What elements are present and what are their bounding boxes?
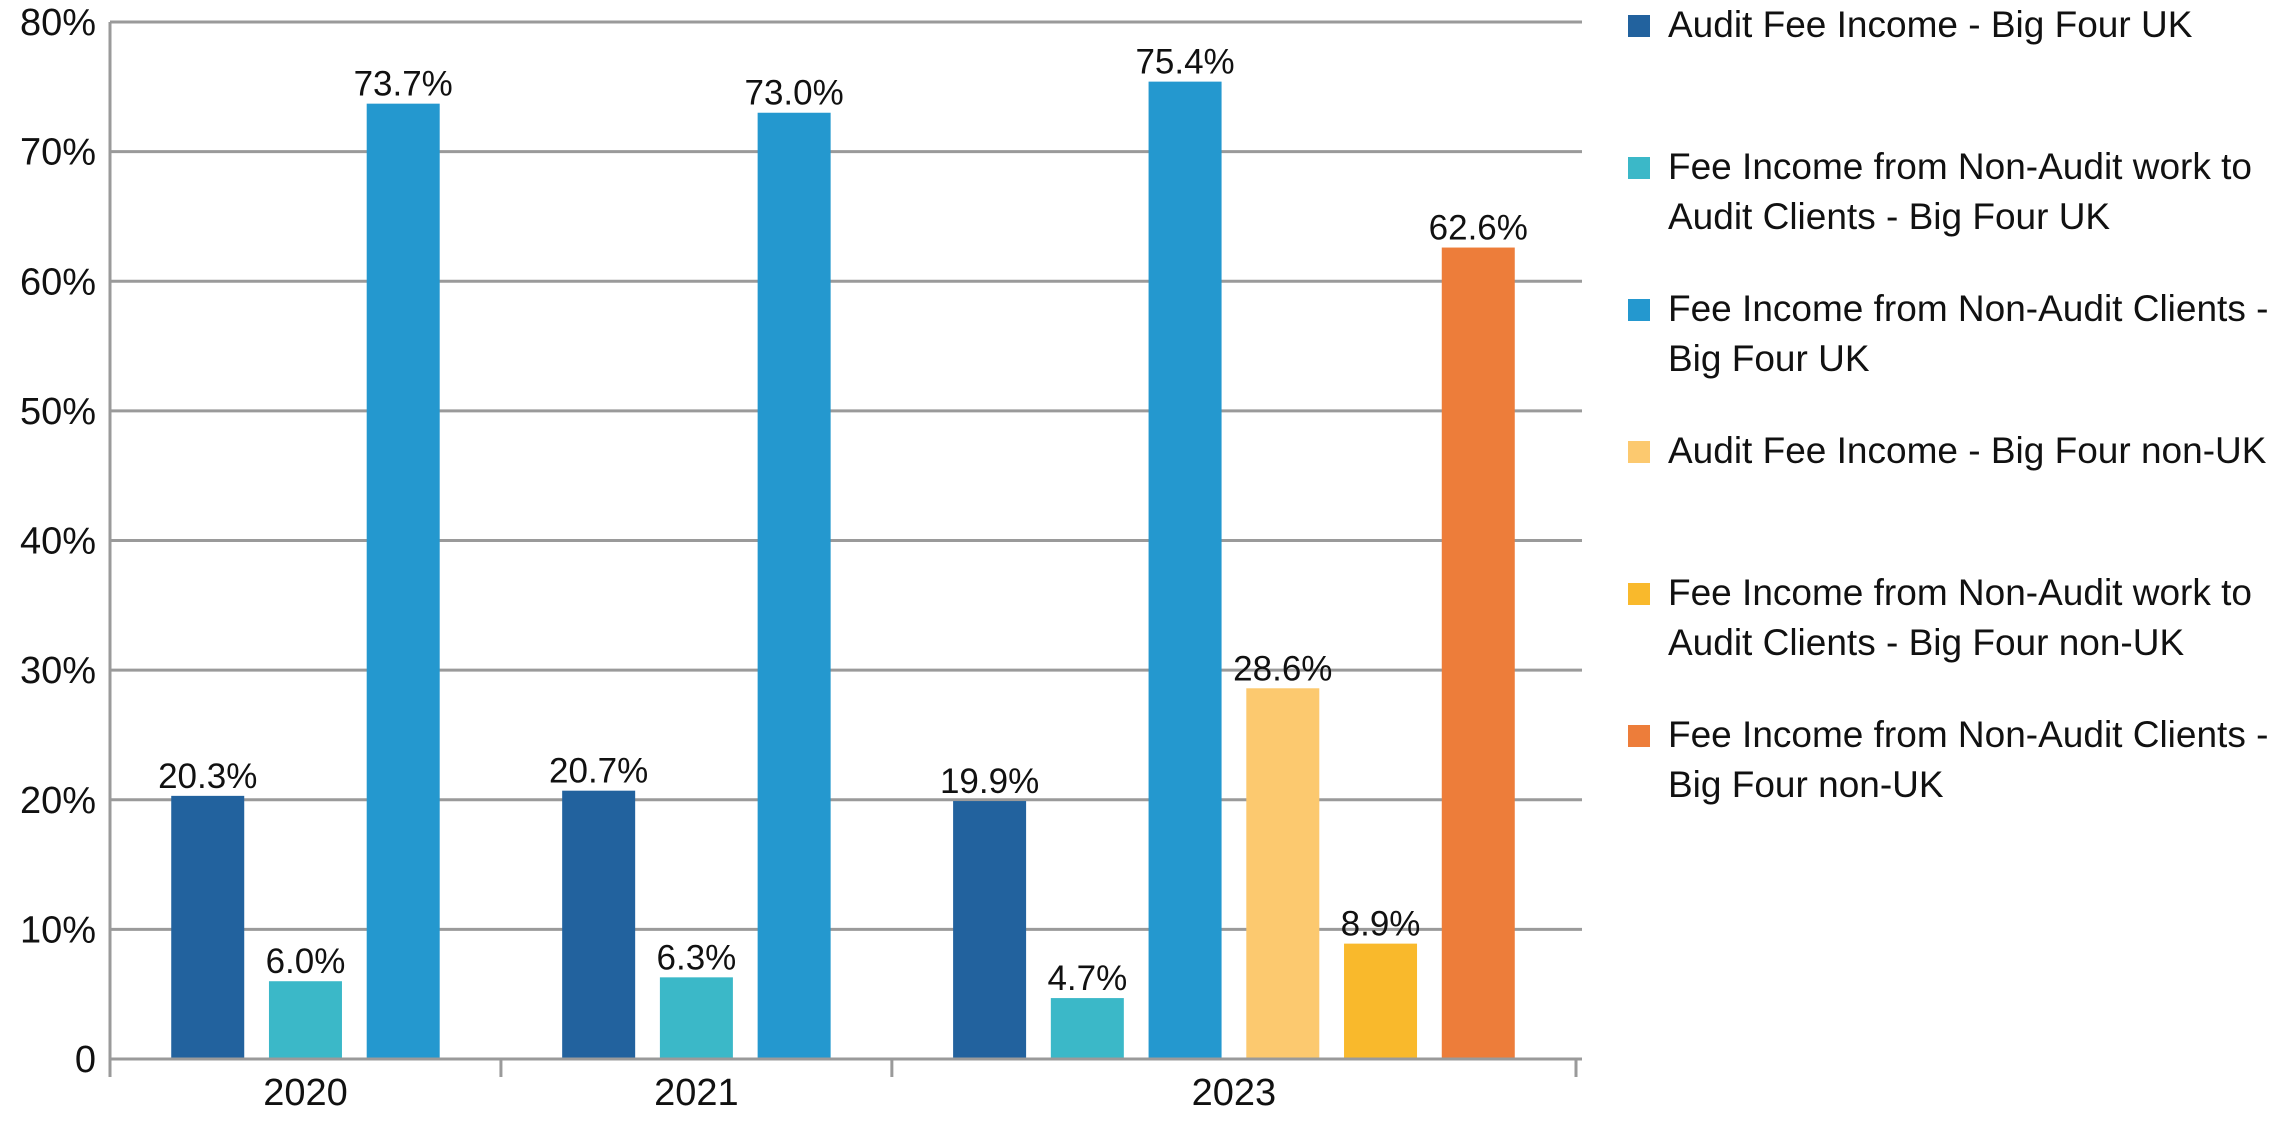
data-label: 28.6% [1233,649,1332,688]
legend: Audit Fee Income - Big Four UK Fee Income… [1628,0,2288,852]
bar [1050,998,1124,1059]
legend-entry: Audit Fee Income - Big Four UK [1628,0,2288,142]
y-tick-label: 10% [20,909,96,951]
bar [757,112,831,1060]
data-label: 6.0% [266,942,346,981]
data-label: 62.6% [1429,209,1528,248]
data-label: 73.7% [354,65,453,104]
bar [1441,247,1515,1060]
y-tick-label: 70% [20,132,96,174]
legend-label: Fee Income from Non-Audit Clients - Big … [1668,714,2269,805]
y-tick-label: 0 [75,1039,96,1081]
legend-entry: Audit Fee Income - Big Four non-UK [1628,426,2288,568]
data-label: 73.0% [745,74,844,113]
bar [171,795,245,1059]
legend-label: Audit Fee Income - Big Four non-UK [1668,430,2267,471]
bar [562,790,636,1059]
bar [953,801,1027,1059]
bar [366,103,440,1059]
legend-label: Fee Income from Non-Audit work to Audit … [1668,146,2252,237]
data-label: 8.9% [1341,905,1421,944]
bar [268,981,342,1059]
bar [1344,943,1418,1059]
legend-entry: Fee Income from Non-Audit Clients - Big … [1628,710,2288,852]
y-tick-label: 80% [20,2,96,44]
bar [659,977,733,1059]
bar [1246,688,1320,1059]
legend-swatch [1628,299,1650,321]
legend-label: Audit Fee Income - Big Four UK [1668,4,2193,45]
legend-swatch [1628,157,1650,179]
data-label: 20.7% [549,752,648,791]
chart: 0 10% 20% 30% 40% 50% 60% 70% 80% 2020 20.3% 6.0% 73… [20,2,1582,1114]
legend-label: Fee Income from Non-Audit Clients - Big … [1668,288,2269,379]
y-tick-label: 60% [20,261,96,303]
x-tick-label: 2020 [263,1072,348,1114]
y-tick-label: 20% [20,780,96,822]
data-label: 19.9% [940,762,1039,801]
data-label: 75.4% [1135,43,1234,82]
bar [1148,81,1222,1059]
legend-entry: Fee Income from Non-Audit work to Audit … [1628,142,2288,284]
legend-swatch [1628,583,1650,605]
legend-swatch [1628,441,1650,463]
data-label: 20.3% [158,757,257,796]
y-tick-label: 30% [20,650,96,692]
data-label: 6.3% [657,938,737,977]
legend-label: Fee Income from Non-Audit work to Audit … [1668,572,2252,663]
data-label: 4.7% [1047,959,1127,998]
y-tick-label: 40% [20,521,96,563]
legend-swatch [1628,15,1650,37]
x-tick-label: 2023 [1192,1072,1277,1114]
y-tick-label: 50% [20,391,96,433]
x-tick-label: 2021 [654,1072,739,1114]
legend-entry: Fee Income from Non-Audit Clients - Big … [1628,284,2288,426]
legend-entry: Fee Income from Non-Audit work to Audit … [1628,568,2288,710]
legend-swatch [1628,725,1650,747]
